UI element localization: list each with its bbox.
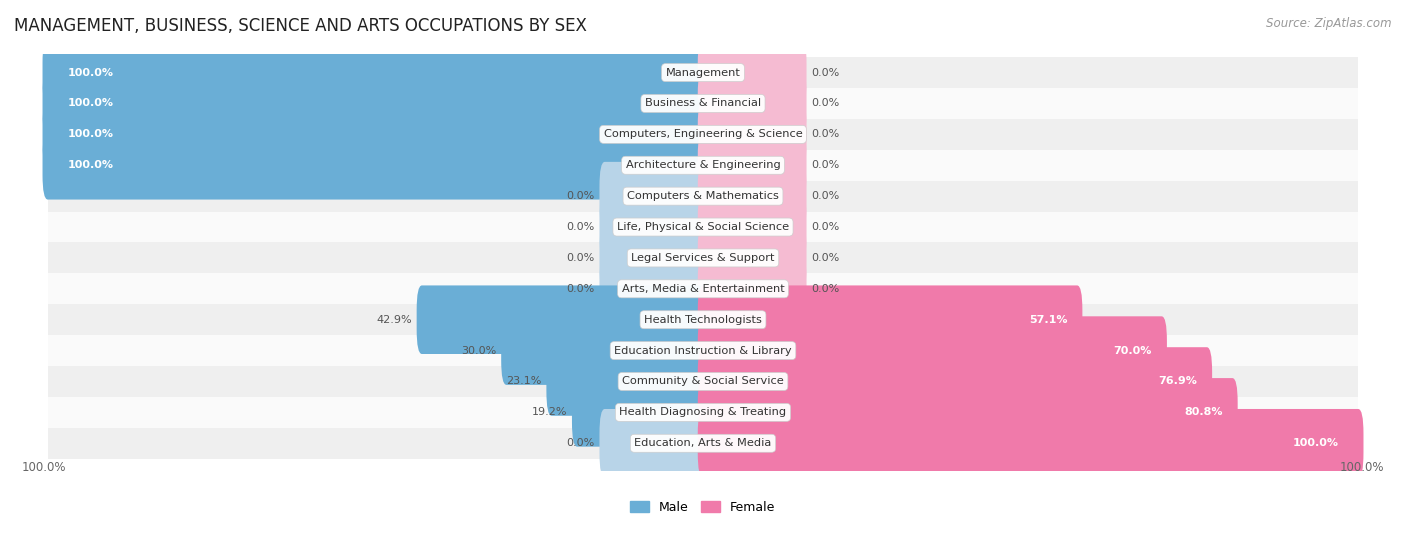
Text: 30.0%: 30.0% (461, 345, 496, 355)
Bar (48, 150, 1358, 181)
FancyBboxPatch shape (42, 131, 709, 200)
Bar (48, 181, 1358, 211)
Text: 0.0%: 0.0% (567, 222, 595, 232)
Text: 76.9%: 76.9% (1159, 377, 1197, 387)
Text: 0.0%: 0.0% (567, 284, 595, 294)
FancyBboxPatch shape (547, 347, 709, 416)
Text: Architecture & Engineering: Architecture & Engineering (626, 160, 780, 170)
FancyBboxPatch shape (599, 162, 709, 230)
Text: 0.0%: 0.0% (567, 191, 595, 201)
FancyBboxPatch shape (572, 378, 709, 446)
Legend: Male, Female: Male, Female (626, 496, 780, 519)
Text: 57.1%: 57.1% (1029, 315, 1067, 325)
Text: Computers & Mathematics: Computers & Mathematics (627, 191, 779, 201)
Text: 19.2%: 19.2% (531, 407, 568, 417)
Text: 0.0%: 0.0% (811, 284, 839, 294)
FancyBboxPatch shape (697, 69, 807, 138)
Text: 0.0%: 0.0% (811, 222, 839, 232)
Bar (48, 243, 1358, 273)
Text: MANAGEMENT, BUSINESS, SCIENCE AND ARTS OCCUPATIONS BY SEX: MANAGEMENT, BUSINESS, SCIENCE AND ARTS O… (14, 17, 586, 35)
Bar (48, 211, 1358, 243)
FancyBboxPatch shape (599, 193, 709, 261)
Text: Life, Physical & Social Science: Life, Physical & Social Science (617, 222, 789, 232)
FancyBboxPatch shape (416, 286, 709, 354)
FancyBboxPatch shape (697, 347, 1212, 416)
Text: 0.0%: 0.0% (811, 160, 839, 170)
Text: Community & Social Service: Community & Social Service (621, 377, 785, 387)
Text: Computers, Engineering & Science: Computers, Engineering & Science (603, 129, 803, 140)
FancyBboxPatch shape (697, 378, 1237, 446)
Text: 100.0%: 100.0% (1292, 438, 1339, 448)
FancyBboxPatch shape (599, 409, 709, 478)
Text: 70.0%: 70.0% (1114, 345, 1152, 355)
Text: Education, Arts & Media: Education, Arts & Media (634, 438, 772, 448)
Text: 80.8%: 80.8% (1184, 407, 1223, 417)
FancyBboxPatch shape (42, 69, 709, 138)
Text: 0.0%: 0.0% (567, 438, 595, 448)
FancyBboxPatch shape (697, 100, 807, 169)
Bar (48, 428, 1358, 459)
Text: Arts, Media & Entertainment: Arts, Media & Entertainment (621, 284, 785, 294)
Bar (48, 335, 1358, 366)
FancyBboxPatch shape (42, 100, 709, 169)
Text: 100.0%: 100.0% (67, 68, 114, 78)
Text: Management: Management (665, 68, 741, 78)
Text: 100.0%: 100.0% (67, 98, 114, 108)
Text: 100.0%: 100.0% (67, 160, 114, 170)
FancyBboxPatch shape (697, 224, 807, 292)
Text: 0.0%: 0.0% (811, 68, 839, 78)
FancyBboxPatch shape (697, 39, 807, 107)
Text: 23.1%: 23.1% (506, 377, 541, 387)
FancyBboxPatch shape (599, 224, 709, 292)
FancyBboxPatch shape (697, 286, 1083, 354)
Text: Education Instruction & Library: Education Instruction & Library (614, 345, 792, 355)
Text: Health Diagnosing & Treating: Health Diagnosing & Treating (620, 407, 786, 417)
FancyBboxPatch shape (501, 316, 709, 385)
Bar (48, 366, 1358, 397)
FancyBboxPatch shape (42, 39, 709, 107)
Text: Health Technologists: Health Technologists (644, 315, 762, 325)
FancyBboxPatch shape (697, 162, 807, 230)
FancyBboxPatch shape (697, 316, 1167, 385)
Text: 0.0%: 0.0% (811, 98, 839, 108)
Bar (48, 304, 1358, 335)
FancyBboxPatch shape (697, 193, 807, 261)
FancyBboxPatch shape (599, 254, 709, 323)
FancyBboxPatch shape (697, 131, 807, 200)
Text: 100.0%: 100.0% (21, 461, 66, 474)
Text: 100.0%: 100.0% (67, 129, 114, 140)
Bar (48, 119, 1358, 150)
Text: 0.0%: 0.0% (811, 191, 839, 201)
Bar (48, 397, 1358, 428)
Bar (48, 57, 1358, 88)
FancyBboxPatch shape (697, 409, 1364, 478)
Bar (48, 88, 1358, 119)
Text: Source: ZipAtlas.com: Source: ZipAtlas.com (1267, 17, 1392, 30)
Bar (48, 273, 1358, 304)
Text: 42.9%: 42.9% (377, 315, 412, 325)
Text: Business & Financial: Business & Financial (645, 98, 761, 108)
Text: 0.0%: 0.0% (811, 129, 839, 140)
Text: 0.0%: 0.0% (567, 253, 595, 263)
Text: 0.0%: 0.0% (811, 253, 839, 263)
Text: Legal Services & Support: Legal Services & Support (631, 253, 775, 263)
FancyBboxPatch shape (697, 254, 807, 323)
Text: 100.0%: 100.0% (1340, 461, 1385, 474)
